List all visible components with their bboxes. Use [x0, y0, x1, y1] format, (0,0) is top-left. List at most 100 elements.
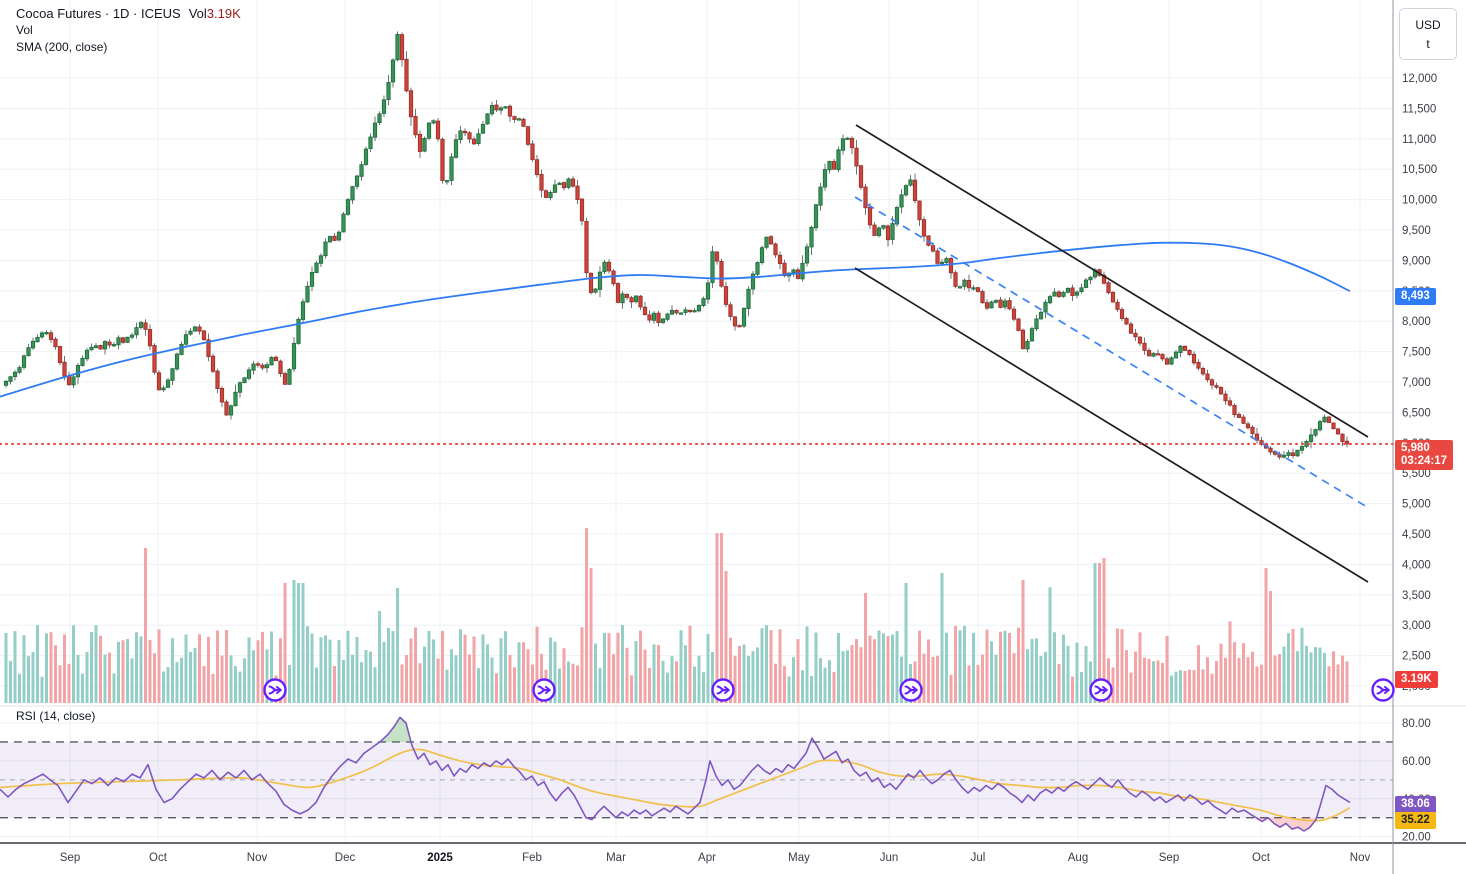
candle: [1011, 308, 1017, 320]
volume-bar: [495, 673, 498, 703]
candle: [674, 309, 679, 314]
volume-bar: [468, 654, 471, 703]
volume-bar: [337, 640, 341, 703]
candle: [642, 306, 648, 316]
volume-bar: [225, 630, 228, 703]
candle: [260, 364, 265, 369]
candle: [53, 338, 58, 348]
volume-bar: [1282, 646, 1286, 703]
candle: [1200, 368, 1206, 375]
candle: [1281, 454, 1287, 458]
volume-bar: [589, 568, 593, 703]
time-axis-label: Oct: [1252, 852, 1271, 864]
volume-bar: [1192, 670, 1196, 703]
time-axis[interactable]: Sep Oct Nov Dec 2025 Feb Mar Apr May Jun Jul Aug Sep…: [60, 852, 1371, 864]
candle: [1241, 416, 1246, 424]
symbol-legend-row[interactable]: Cocoa Futures · 1D · ICEUS Vol3.19K: [16, 5, 241, 22]
candle: [1061, 292, 1066, 297]
volume-bar: [310, 633, 314, 703]
candle: [1173, 351, 1179, 359]
candle: [1034, 318, 1039, 330]
candle: [741, 307, 747, 327]
volume-bar: [481, 634, 485, 703]
trend-channel-line[interactable]: [855, 124, 1369, 438]
contract-rollover-marker-icon[interactable]: [1089, 678, 1113, 702]
candle: [921, 219, 927, 237]
volume-bar: [1170, 675, 1173, 703]
candle: [1308, 434, 1314, 443]
candle: [188, 330, 193, 335]
sma-200-line[interactable]: [0, 241, 1351, 398]
candle: [1344, 440, 1350, 445]
candle: [66, 375, 72, 386]
volume-bar: [171, 638, 174, 703]
trend-channel-line[interactable]: [854, 267, 1369, 583]
volume-bar: [580, 627, 584, 703]
volume-bar: [954, 626, 957, 703]
volume-bar: [400, 664, 404, 703]
volume-bar: [1314, 647, 1317, 703]
symbol-title: Cocoa Futures · 1D · ICEUS: [16, 6, 181, 21]
volume-bar: [1305, 645, 1308, 703]
candle: [107, 341, 112, 346]
volume-bar: [36, 625, 39, 703]
volume-bar: [891, 634, 894, 703]
price-axis-label: 9,000: [1402, 255, 1431, 267]
axis-unit-box[interactable]: USD t: [1399, 8, 1457, 60]
candle: [1056, 291, 1062, 297]
candle: [404, 58, 409, 92]
channel-midline[interactable]: [854, 196, 1368, 508]
candle: [143, 322, 148, 330]
contract-rollover-marker-icon[interactable]: [711, 678, 735, 702]
volume-bar: [540, 653, 543, 703]
candle: [57, 346, 63, 364]
contract-rollover-marker-icon[interactable]: [263, 678, 287, 702]
volume-bar: [117, 641, 120, 703]
candle: [701, 298, 706, 306]
candle: [309, 271, 315, 287]
candle: [890, 223, 895, 240]
candle: [413, 116, 418, 136]
volume-bar: [765, 625, 768, 703]
volume-indicator-legend[interactable]: Vol: [16, 23, 33, 37]
volume-bar: [180, 657, 183, 703]
rsi-line[interactable]: [0, 716, 1351, 832]
contract-rollover-marker-icon[interactable]: [532, 678, 556, 702]
rsi-ma-line[interactable]: [0, 748, 1351, 822]
volume-bar: [1291, 628, 1295, 703]
candle: [750, 273, 756, 290]
candle: [228, 405, 234, 416]
contract-rollover-marker-icon[interactable]: [899, 678, 923, 702]
volume-bar: [702, 672, 705, 703]
candle: [467, 132, 472, 140]
rsi-indicator-legend[interactable]: RSI (14, close): [16, 709, 96, 723]
candle: [858, 165, 864, 188]
candle: [687, 309, 693, 313]
volume-bar: [283, 583, 287, 703]
volume-bar: [931, 656, 935, 703]
candle: [602, 261, 607, 273]
price-axis-label: 11,000: [1402, 134, 1436, 146]
time-axis-label: Mar: [606, 852, 626, 864]
candle: [300, 301, 306, 320]
volume-bar: [553, 641, 557, 703]
volume-bar: [238, 671, 242, 703]
candle: [1169, 357, 1174, 365]
main-legend[interactable]: Cocoa Futures · 1D · ICEUS Vol3.19K Vol S…: [16, 5, 241, 56]
volume-bar: [130, 658, 134, 703]
volume-bar: [81, 673, 84, 703]
candle: [818, 186, 823, 206]
volume-bar: [508, 655, 512, 703]
contract-rollover-marker-icon[interactable]: [1371, 678, 1395, 702]
volume-bar: [459, 629, 462, 703]
contract-rollover-markers[interactable]: [263, 678, 1395, 702]
candle: [1043, 301, 1048, 313]
candle: [935, 250, 940, 264]
candle: [768, 236, 774, 245]
candle: [876, 227, 882, 237]
sma-indicator-legend[interactable]: SMA (200, close): [16, 40, 108, 54]
candle: [323, 241, 328, 257]
candle: [728, 304, 733, 317]
